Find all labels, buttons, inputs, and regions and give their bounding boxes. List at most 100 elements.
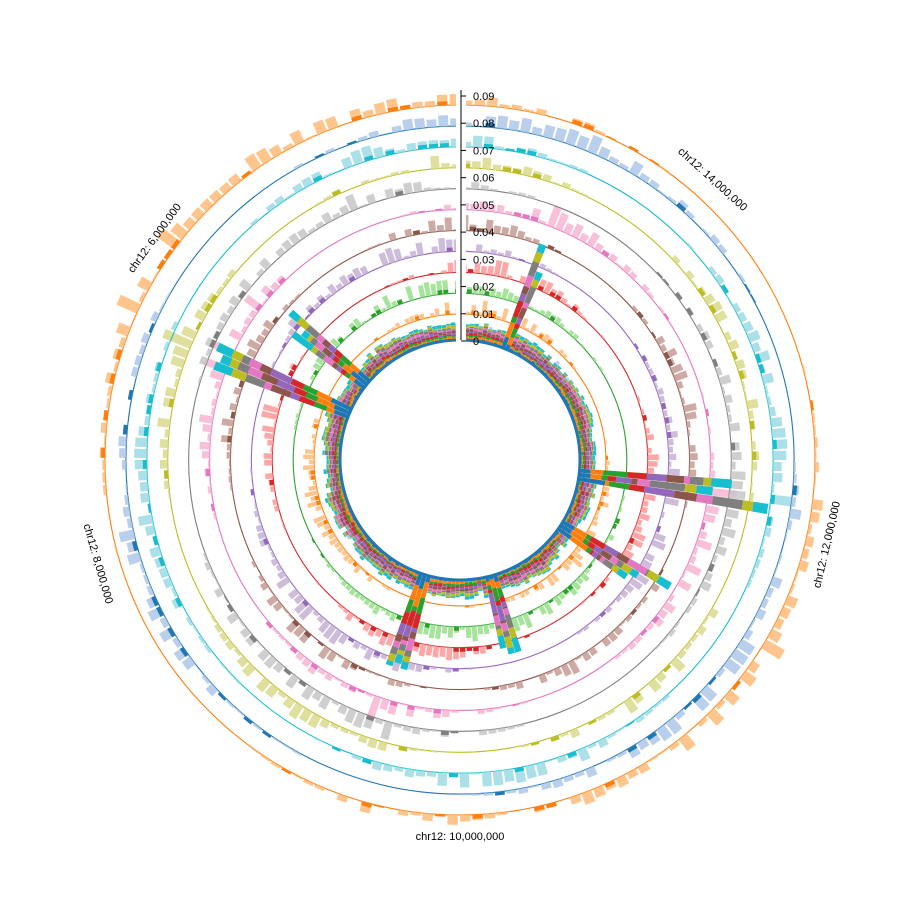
stack-segment bbox=[337, 447, 340, 452]
stack-segment bbox=[260, 372, 279, 386]
ring-bar bbox=[571, 223, 584, 239]
ring-bar-core bbox=[494, 791, 505, 796]
ring-bar bbox=[777, 554, 783, 564]
stack-bin bbox=[579, 450, 597, 456]
stack-segment bbox=[442, 332, 447, 335]
stack-segment bbox=[689, 476, 704, 486]
stack-segment bbox=[564, 393, 569, 399]
stack-segment bbox=[515, 582, 521, 586]
ring-bar bbox=[478, 286, 485, 295]
stack-segment bbox=[336, 490, 339, 495]
ring-bar bbox=[361, 320, 367, 325]
stack-segment bbox=[543, 549, 548, 555]
ring-bar bbox=[167, 490, 171, 500]
ring-bar bbox=[268, 588, 274, 595]
ring-bar-core bbox=[683, 701, 693, 711]
stack-segment bbox=[352, 383, 356, 388]
stack-segment bbox=[577, 518, 582, 524]
stack-segment bbox=[585, 501, 590, 507]
stack-segment bbox=[387, 341, 393, 346]
stack-segment bbox=[535, 347, 540, 352]
stack-segment bbox=[334, 460, 336, 465]
stack-segment bbox=[290, 378, 305, 390]
ring-bar bbox=[352, 267, 363, 279]
stack-segment bbox=[342, 502, 346, 507]
stack-segment bbox=[579, 468, 591, 474]
stack-segment bbox=[428, 584, 434, 587]
stack-segment bbox=[409, 333, 415, 338]
stack-bin bbox=[324, 426, 344, 435]
stack-segment bbox=[524, 561, 529, 565]
stack-segment bbox=[340, 512, 344, 518]
ring-bar bbox=[366, 317, 372, 322]
stack-segment bbox=[357, 527, 363, 533]
ring-bar bbox=[338, 575, 344, 582]
stack-segment bbox=[519, 579, 524, 583]
stack-segment bbox=[527, 260, 540, 278]
stack-segment bbox=[377, 359, 383, 363]
stack-segment bbox=[331, 482, 334, 487]
ring-bar bbox=[576, 135, 590, 151]
stack-segment bbox=[567, 387, 571, 392]
ring-bar bbox=[130, 366, 139, 378]
stack-segment bbox=[436, 589, 442, 593]
stack-segment bbox=[510, 583, 515, 586]
stack-segment bbox=[423, 330, 428, 333]
stack-segment bbox=[392, 574, 398, 579]
stack-segment bbox=[593, 483, 596, 489]
ring-bar bbox=[162, 577, 174, 589]
ring-bar bbox=[746, 398, 759, 410]
stack-segment bbox=[555, 537, 560, 542]
stack-segment bbox=[561, 541, 567, 547]
outer-ring-tracks bbox=[99, 94, 824, 825]
ring-bar-core bbox=[435, 208, 443, 211]
ring-bar-core bbox=[770, 494, 776, 505]
stack-segment bbox=[438, 337, 443, 339]
ring-bar bbox=[741, 380, 746, 390]
ring-bar bbox=[340, 681, 349, 689]
stack-segment bbox=[583, 491, 587, 496]
stack-segment bbox=[338, 494, 342, 499]
stack-segment bbox=[515, 344, 521, 348]
ring-bar bbox=[571, 187, 580, 193]
stack-segment bbox=[401, 577, 407, 582]
y-tick-label: 0.08 bbox=[473, 118, 494, 130]
stack-segment bbox=[392, 566, 398, 570]
stack-segment bbox=[570, 379, 574, 384]
ring-track-2 bbox=[302, 299, 617, 608]
ring-bar-core bbox=[448, 772, 459, 778]
stack-segment bbox=[506, 572, 511, 577]
ring-bar bbox=[529, 323, 538, 334]
stack-segment bbox=[530, 561, 535, 566]
stack-segment bbox=[333, 419, 337, 424]
stack-segment bbox=[513, 348, 519, 352]
stack-segment bbox=[563, 389, 568, 395]
ring-bar bbox=[640, 506, 648, 514]
stack-segment bbox=[455, 589, 460, 592]
stack-segment bbox=[342, 393, 347, 399]
stack-segment bbox=[553, 546, 558, 552]
ring-bar bbox=[618, 162, 629, 171]
stack-segment bbox=[513, 337, 519, 343]
ring-bar bbox=[534, 308, 540, 313]
stack-segment bbox=[544, 358, 549, 363]
stack-segment bbox=[416, 338, 422, 342]
stack-segment bbox=[433, 335, 439, 338]
stack-bin bbox=[464, 579, 470, 600]
ring-bar-core bbox=[502, 166, 512, 173]
stack-segment bbox=[334, 520, 339, 526]
stack-segment bbox=[339, 508, 343, 513]
stack-segment bbox=[427, 587, 433, 591]
ring-bar bbox=[661, 635, 669, 643]
stack-segment bbox=[572, 511, 576, 516]
ring-bar bbox=[425, 644, 433, 656]
stack-segment bbox=[559, 534, 564, 539]
stack-segment bbox=[469, 593, 474, 596]
stack-segment bbox=[499, 337, 505, 341]
ring-bar bbox=[114, 545, 119, 557]
stack-segment bbox=[569, 386, 573, 391]
stack-segment bbox=[553, 368, 558, 374]
stack-segment bbox=[349, 397, 352, 402]
ring-bar bbox=[391, 326, 397, 331]
stack-segment bbox=[556, 377, 562, 383]
